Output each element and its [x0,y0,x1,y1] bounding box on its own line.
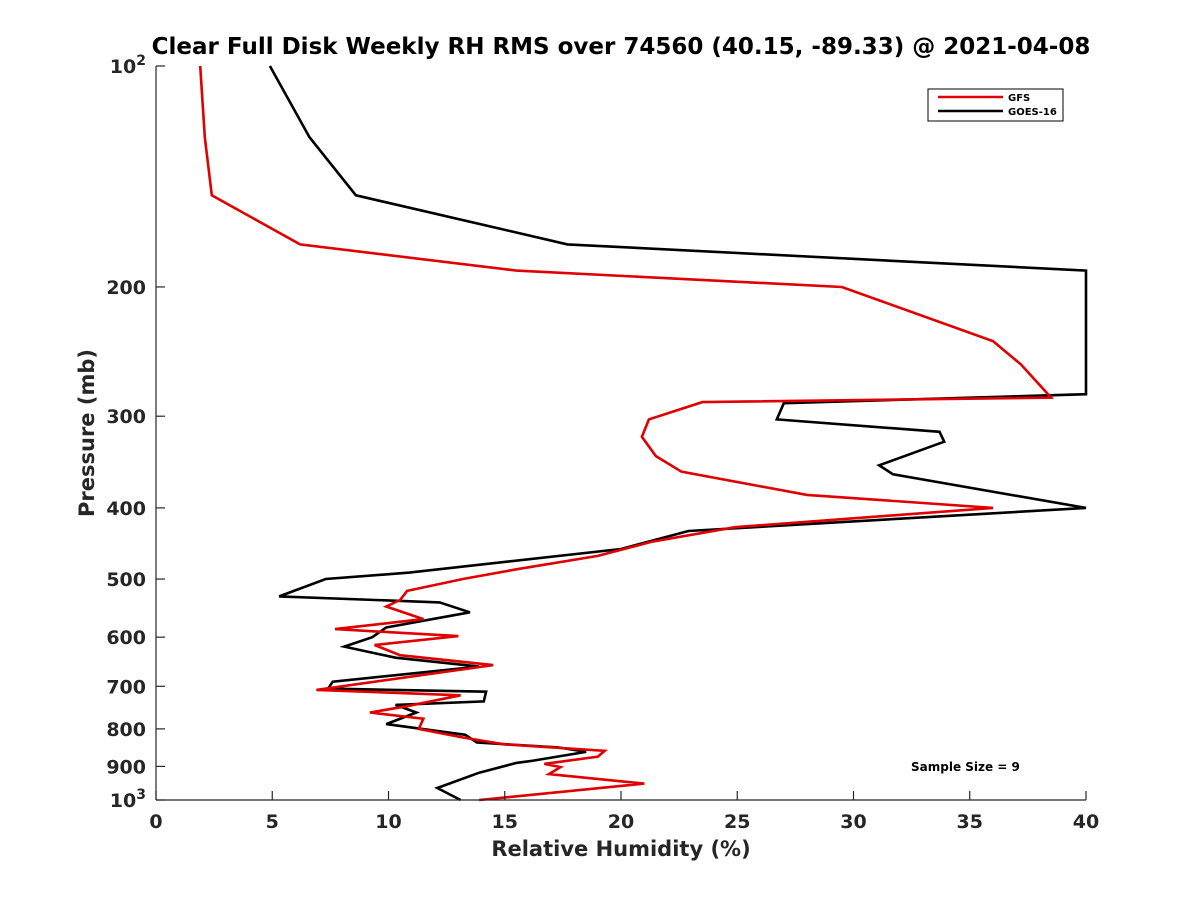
chart-title: Clear Full Disk Weekly RH RMS over 74560… [152,34,1091,60]
y-tick-label: 400 [106,498,146,520]
legend-box [927,88,1064,122]
x-tick-label: 10 [375,811,401,833]
y-tick-label: 102 [110,53,146,78]
x-tick-label: 20 [608,811,634,833]
x-tick-label: 0 [149,811,162,833]
series-line-gfs [198,65,1055,802]
y-tick-label: 900 [106,756,146,778]
y-tick-label: 200 [106,277,146,299]
x-ticks: 0 5 10 15 20 25 30 35 40 [149,791,1099,833]
x-tick-label: 15 [492,811,518,833]
y-tick-label: 300 [106,406,146,428]
x-tick-label: 30 [840,811,866,833]
x-axis-label: Relative Humidity (%) [491,837,750,861]
series-layer [198,65,1088,802]
series-line-goes16 [268,65,1088,802]
y-ticks: 102 200 300 400 500 600 700 800 900 103 [106,53,165,812]
x-tick-label: 40 [1073,811,1099,833]
y-tick-label: 103 [110,787,146,812]
y-axis-label: Pressure (mb) [75,349,99,517]
x-tick-label: 35 [957,811,983,833]
y-tick-label: 800 [106,719,146,741]
legend: GFS GOES-16 [927,88,1064,122]
y-tick-label: 700 [106,676,146,698]
sample-size-annotation: Sample Size = 9 [911,760,1020,774]
y-tick-label: 500 [106,569,146,591]
axes-layer [155,66,1086,801]
x-tick-label: 25 [724,811,750,833]
x-tick-label: 5 [266,811,279,833]
legend-label-goes16: GOES-16 [1008,107,1057,118]
legend-label-gfs: GFS [1008,93,1030,104]
y-tick-label: 600 [106,627,146,649]
